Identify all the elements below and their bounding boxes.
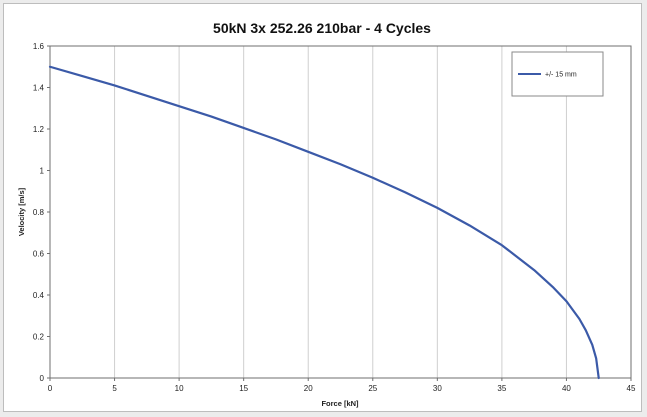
grid-lines xyxy=(114,46,567,378)
y-tick-label: 0.8 xyxy=(33,208,45,217)
chart-title: 50kN 3x 252.26 210bar - 4 Cycles xyxy=(213,20,431,36)
y-tick-label: 1 xyxy=(40,167,45,176)
y-tick-label: 1.6 xyxy=(33,42,45,51)
y-tick-label: 1.2 xyxy=(33,125,45,134)
x-axis-title: Force [kN] xyxy=(321,399,359,408)
x-tick-label: 35 xyxy=(497,384,506,393)
y-tick-label: 0.4 xyxy=(33,291,45,300)
series-layer xyxy=(48,65,600,380)
legend: +/- 15 mm xyxy=(511,51,604,97)
x-tick-label: 20 xyxy=(304,384,313,393)
x-tick-label: 30 xyxy=(433,384,442,393)
x-tick-label: 0 xyxy=(48,384,53,393)
y-tick-label: 1.4 xyxy=(33,84,45,93)
line-chart: 50kN 3x 252.26 210bar - 4 Cycles 0 5 10 15 2… xyxy=(17,20,636,408)
x-tick-label: 25 xyxy=(368,384,377,393)
y-tick-label: 0 xyxy=(40,374,45,383)
y-axis-title: Velocity [m/s] xyxy=(17,187,26,236)
x-tick-label: 15 xyxy=(239,384,248,393)
legend-box xyxy=(511,51,604,97)
series-line xyxy=(48,65,600,380)
x-tick-label: 5 xyxy=(112,384,117,393)
legend-label: +/- 15 mm xyxy=(545,72,577,79)
y-tick-label: 0.6 xyxy=(33,250,45,259)
x-tick-label: 10 xyxy=(175,384,184,393)
x-tick-label: 45 xyxy=(627,384,636,393)
chart-frame: 50kN 3x 252.26 210bar - 4 Cycles 0 5 10 15 2… xyxy=(3,3,642,412)
y-tick-label: 0.2 xyxy=(33,333,45,342)
x-tick-label: 40 xyxy=(562,384,571,393)
tick-labels: 0 5 10 15 20 25 30 35 40 45 0 0.2 0.4 0.6 0.8 1 1.2 1.4 1.… xyxy=(33,42,636,393)
